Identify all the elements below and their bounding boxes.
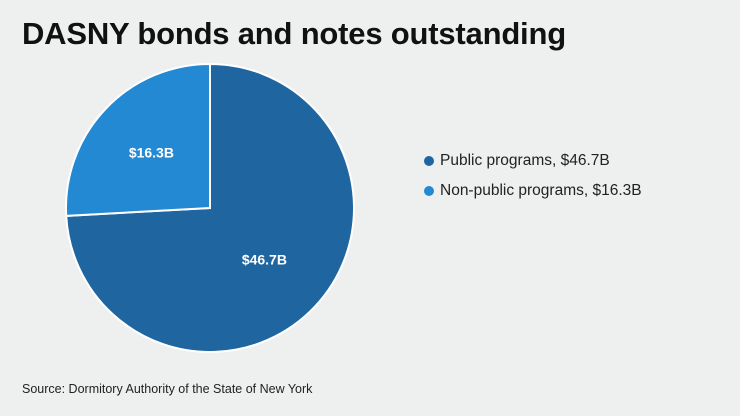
legend-label-nonpublic: Non-public programs, $16.3B [440, 182, 642, 199]
slice-label-public: $46.7B [242, 252, 287, 268]
pie-slice-nonpublic [65, 62, 211, 217]
source-note: Source: Dormitory Authority of the State… [22, 382, 313, 396]
pie-slices [65, 62, 356, 353]
legend-swatch-public [424, 156, 434, 166]
chart-title: DASNY bonds and notes outstanding [22, 16, 566, 51]
slice-label-nonpublic: $16.3B [129, 145, 174, 161]
legend-item-nonpublic: Non-public programs, $16.3B [424, 176, 642, 206]
chart-legend: Public programs, $46.7B Non-public progr… [424, 146, 642, 206]
legend-item-public: Public programs, $46.7B [424, 146, 642, 176]
pie-labels: $46.7B $16.3B [129, 145, 287, 268]
legend-swatch-nonpublic [424, 186, 434, 196]
legend-label-public: Public programs, $46.7B [440, 152, 610, 169]
